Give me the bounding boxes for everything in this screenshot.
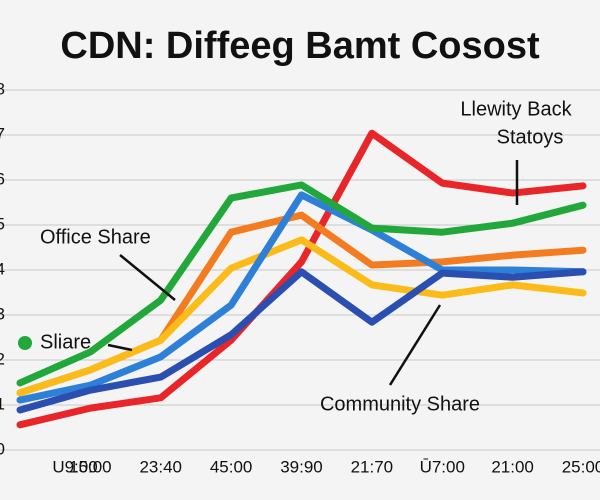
series-line <box>16 129 587 429</box>
x-tick-label: U9:00 <box>52 457 97 476</box>
arrow <box>107 343 133 352</box>
x-tick-label: 21:00 <box>491 457 534 476</box>
y-tick-label: 4 <box>0 259 5 278</box>
annotation: Statoys <box>497 126 564 148</box>
annotation: Community Share <box>320 393 480 415</box>
y-tick-label: 2 <box>0 349 5 368</box>
series-line <box>16 236 587 397</box>
y-tick-label: 3 <box>0 304 5 323</box>
y-tick-label: 7 <box>0 124 5 143</box>
annotation: Llewity Back <box>460 98 572 120</box>
annotation: Sliare <box>40 331 91 353</box>
x-tick-label: 25:00 <box>562 457 600 476</box>
y-tick-label: 6 <box>0 169 5 188</box>
x-tick-label: 45:00 <box>210 457 253 476</box>
x-tick-label: Ū7:00 <box>420 457 465 476</box>
x-tick-label: 21:70 <box>351 457 394 476</box>
series-line <box>16 268 587 414</box>
annotation-dot <box>18 336 32 350</box>
x-tick-label: 15:00 <box>69 457 112 476</box>
annotation-arrows <box>107 160 519 386</box>
y-tick-label: 0 <box>0 439 5 458</box>
annotation: Office Share <box>40 226 151 248</box>
x-tick-label: 23:40 <box>139 457 182 476</box>
arrow <box>119 254 176 301</box>
y-tick-label: 8 <box>0 79 5 98</box>
series-line <box>16 181 587 387</box>
y-tick-label: 1 <box>0 394 5 413</box>
chart-title: CDN: Diffeeg Bamt Cosost <box>60 25 540 67</box>
arrow <box>388 304 442 386</box>
y-tick-label: 5 <box>0 214 5 233</box>
x-tick-label: 39:90 <box>280 457 323 476</box>
series-line <box>16 191 587 404</box>
